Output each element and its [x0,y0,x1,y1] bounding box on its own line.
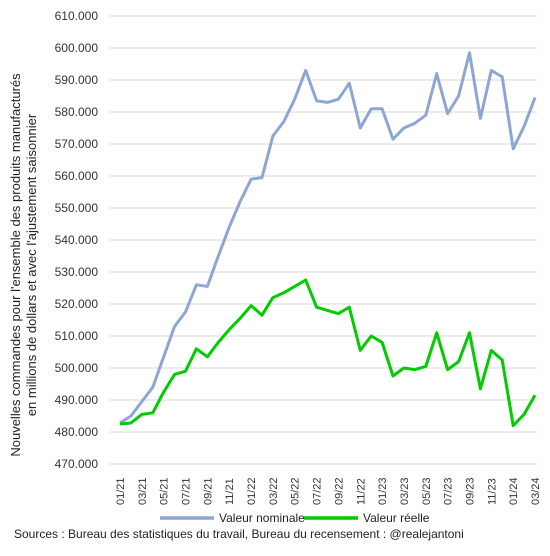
x-tick-label: 01/24 [508,477,520,505]
y-tick-label: 550.000 [55,201,99,215]
x-tick-label: 05/21 [159,477,171,505]
x-tick-label: 03/21 [137,477,149,505]
x-tick-label: 11/23 [486,478,498,505]
y-tick-label: 560.000 [55,169,99,183]
x-tick-label: 03/24 [530,477,542,505]
x-tick-label: 09/23 [464,477,476,505]
x-tick-label: 11/21 [224,478,236,505]
x-tick-label: 01/23 [377,477,389,505]
legend-label-nominal: Valeur nominale [219,511,305,525]
y-tick-label: 610.000 [55,9,99,23]
x-tick-label: 05/23 [421,477,433,505]
y-axis-label-line1: Nouvelles commandes pour l'ensemble des … [8,73,23,457]
y-tick-label: 500.000 [55,361,99,375]
x-tick-label: 11/22 [355,478,367,505]
y-tick-label: 590.000 [55,73,99,87]
y-tick-label: 470.000 [55,457,99,471]
y-tick-label: 480.000 [55,425,99,439]
y-tick-label: 580.000 [55,105,99,119]
x-tick-label: 09/22 [333,477,345,505]
y-tick-label: 530.000 [55,265,99,279]
y-tick-label: 490.000 [55,393,99,407]
x-tick-label: 01/21 [115,477,127,505]
y-tick-label: 570.000 [55,137,99,151]
x-tick-label: 03/23 [399,477,411,505]
series [119,51,537,428]
legend-label-real: Valeur réelle [363,511,430,525]
x-tick-label: 07/23 [443,477,455,505]
source-note: Sources : Bureau des statistiques du tra… [14,527,464,541]
x-axis-ticks: 01/21 03/21 05/21 07/21 09/21 11/21 01/22 03/22… [115,477,542,505]
series-line-nominal [119,51,537,425]
y-tick-label: 510.000 [55,329,99,343]
x-tick-label: 07/21 [181,477,193,505]
y-tick-label: 540.000 [55,233,99,247]
y-tick-label: 520.000 [55,297,99,311]
x-tick-label: 01/22 [246,477,258,505]
y-tick-label: 600.000 [55,41,99,55]
series-line-real [119,278,537,428]
x-tick-label: 05/22 [290,477,302,505]
legend: Valeur nominale Valeur réelle [160,511,430,525]
x-tick-label: 07/22 [312,477,324,505]
y-axis-ticks: 470.000 480.000 490.000 500.000 510.000 520.0… [55,9,99,471]
gridlines [110,15,537,465]
x-tick-label: 09/21 [202,477,214,505]
y-axis-label-line2: en millions de dollars et avec l'ajustem… [24,113,39,416]
x-tick-label: 03/22 [268,477,280,505]
